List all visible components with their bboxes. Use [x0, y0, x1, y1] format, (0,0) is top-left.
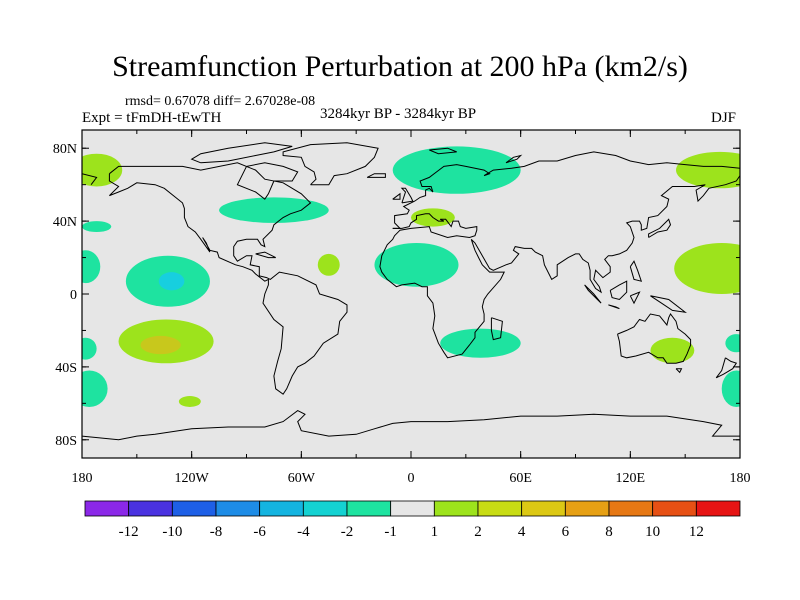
anomaly-region: [82, 221, 112, 233]
colorbar-label: -12: [119, 524, 139, 540]
colorbar-swatch: [477, 500, 523, 517]
coastline: [675, 368, 683, 374]
lat-tick-label: 80S: [55, 434, 77, 449]
anomaly-region: [219, 197, 329, 223]
coastline: [629, 260, 643, 282]
colorbar-swatch: [652, 500, 697, 517]
colorbar-label: 1: [431, 524, 439, 540]
colorbar-label: 8: [605, 524, 613, 540]
colorbar-swatch: [390, 500, 435, 517]
anomaly-region: [140, 335, 181, 355]
coastline: [650, 295, 688, 313]
coastline: [108, 162, 348, 395]
colorbar-swatch: [215, 500, 261, 517]
lon-tick-label: 120E: [616, 471, 646, 486]
colorbar-swatch: [171, 500, 217, 517]
anomaly-region: [392, 146, 521, 194]
colorbar-swatch: [346, 500, 392, 517]
anomaly-region: [82, 250, 101, 284]
coastline: [608, 304, 620, 310]
lat-tick-label: 40N: [53, 215, 77, 230]
experiment-label: Expt = tFmDH-tEwTH: [82, 110, 222, 126]
coastline: [715, 357, 738, 379]
coastline: [82, 410, 740, 441]
coastline: [490, 317, 503, 341]
coastline: [629, 291, 641, 305]
colorbar-swatch: [128, 500, 173, 517]
lon-tick-label: 180: [730, 471, 751, 486]
coastline: [190, 142, 293, 164]
colorbar-label: -10: [162, 524, 182, 540]
anomaly-region: [725, 334, 740, 353]
anomaly-region: [158, 272, 185, 291]
lon-tick-label: 60W: [288, 471, 316, 486]
colorbar-label: -8: [210, 524, 223, 540]
lon-tick-label: 0: [408, 471, 415, 486]
colorbar-swatch: [695, 500, 741, 517]
anomaly-region: [676, 151, 740, 189]
anomaly-region: [82, 153, 123, 187]
coastline: [584, 284, 602, 304]
anomaly-region: [721, 370, 740, 407]
lat-tick-label: 40S: [55, 361, 77, 376]
coastline: [505, 154, 523, 164]
coastline: [617, 313, 692, 364]
colorbar-swatch: [259, 500, 304, 517]
anomaly-region: [650, 337, 695, 364]
stats-label: rmsd= 0.67078 diff= 2.67028e-08: [125, 94, 316, 109]
colorbar-label: -4: [297, 524, 310, 540]
anomaly-region: [374, 242, 459, 287]
colorbar-swatch: [302, 500, 348, 517]
coastline: [609, 280, 628, 301]
coastline: [400, 187, 414, 204]
colorbar-label: -2: [341, 524, 354, 540]
lon-tick-label: 120W: [175, 471, 210, 486]
anomaly-region: [82, 370, 108, 407]
coastline: [366, 173, 386, 178]
colorbar-swatch: [433, 500, 479, 517]
coastline: [255, 251, 276, 259]
colorbar-label: -1: [384, 524, 397, 540]
coastline: [282, 142, 379, 186]
colorbar-swatch: [521, 500, 566, 517]
colorbar-label: 4: [518, 524, 526, 540]
lat-tick-label: 80N: [53, 142, 77, 157]
lon-tick-label: 60E: [509, 471, 532, 486]
coastline: [82, 173, 98, 186]
period-label: 3284kyr BP - 3284kyr BP: [320, 106, 477, 122]
anomaly-region: [178, 396, 201, 407]
colorbar-label: 12: [689, 524, 704, 540]
coastline: [392, 151, 740, 229]
anomaly-region: [674, 242, 740, 294]
coastline: [429, 147, 457, 155]
colorbar-label: 2: [474, 524, 482, 540]
anomaly-layer: [82, 146, 740, 407]
coastline-layer: [82, 142, 740, 441]
coastline: [379, 175, 740, 359]
colorbar-swatch: [564, 500, 610, 517]
lat-tick-label: 0: [70, 288, 77, 303]
colorbar-swatch: [608, 500, 654, 517]
coastline: [648, 218, 672, 238]
colorbar-swatch: [84, 500, 130, 517]
anomaly-region: [82, 337, 97, 360]
chart-title: Streamfunction Perturbation at 200 hPa (…: [112, 50, 688, 83]
coastline: [392, 192, 401, 200]
colorbar-label: 10: [645, 524, 660, 540]
lon-tick-label: 180: [72, 471, 93, 486]
colorbar-label: -6: [253, 524, 266, 540]
coastline: [236, 162, 299, 200]
season-label: DJF: [711, 110, 737, 126]
anomaly-region: [317, 253, 340, 276]
colorbar-label: 6: [562, 524, 570, 540]
